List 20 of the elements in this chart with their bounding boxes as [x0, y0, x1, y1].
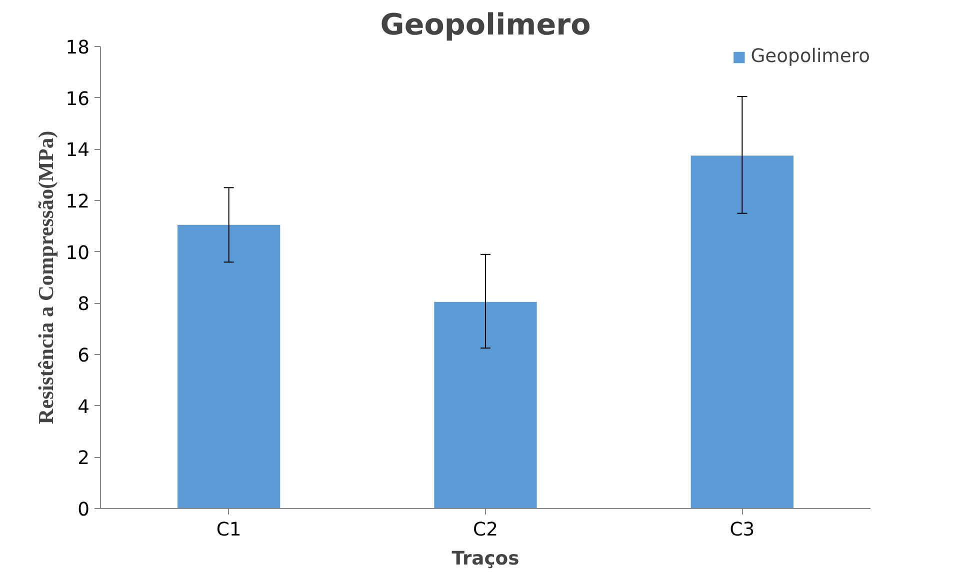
y-tick-label: 2 — [78, 448, 90, 470]
y-tick-label: 0 — [78, 500, 90, 520]
y-tick-label: 8 — [78, 294, 90, 316]
y-tick-label: 18 — [66, 38, 90, 58]
chart-title: Geopolimero — [380, 8, 591, 42]
y-tick-label: 16 — [66, 88, 90, 110]
y-tick-label: 12 — [66, 192, 90, 212]
x-tick-label: C2 — [473, 520, 498, 540]
bar — [690, 156, 794, 508]
x-tick-label: C1 — [216, 520, 242, 540]
x-tick-label: C3 — [730, 520, 755, 540]
bar — [178, 224, 280, 508]
bar — [434, 302, 537, 508]
y-axis-title: Resistência a Compressão(MPa) — [34, 130, 58, 424]
y-tick-label: 4 — [78, 396, 90, 418]
y-tick-label: 14 — [66, 140, 90, 162]
legend-label: Geopolimero — [750, 46, 870, 67]
y-tick-label: 10 — [66, 242, 90, 264]
y-tick-label: 6 — [78, 346, 90, 366]
x-axis-title: Traços — [452, 548, 520, 570]
